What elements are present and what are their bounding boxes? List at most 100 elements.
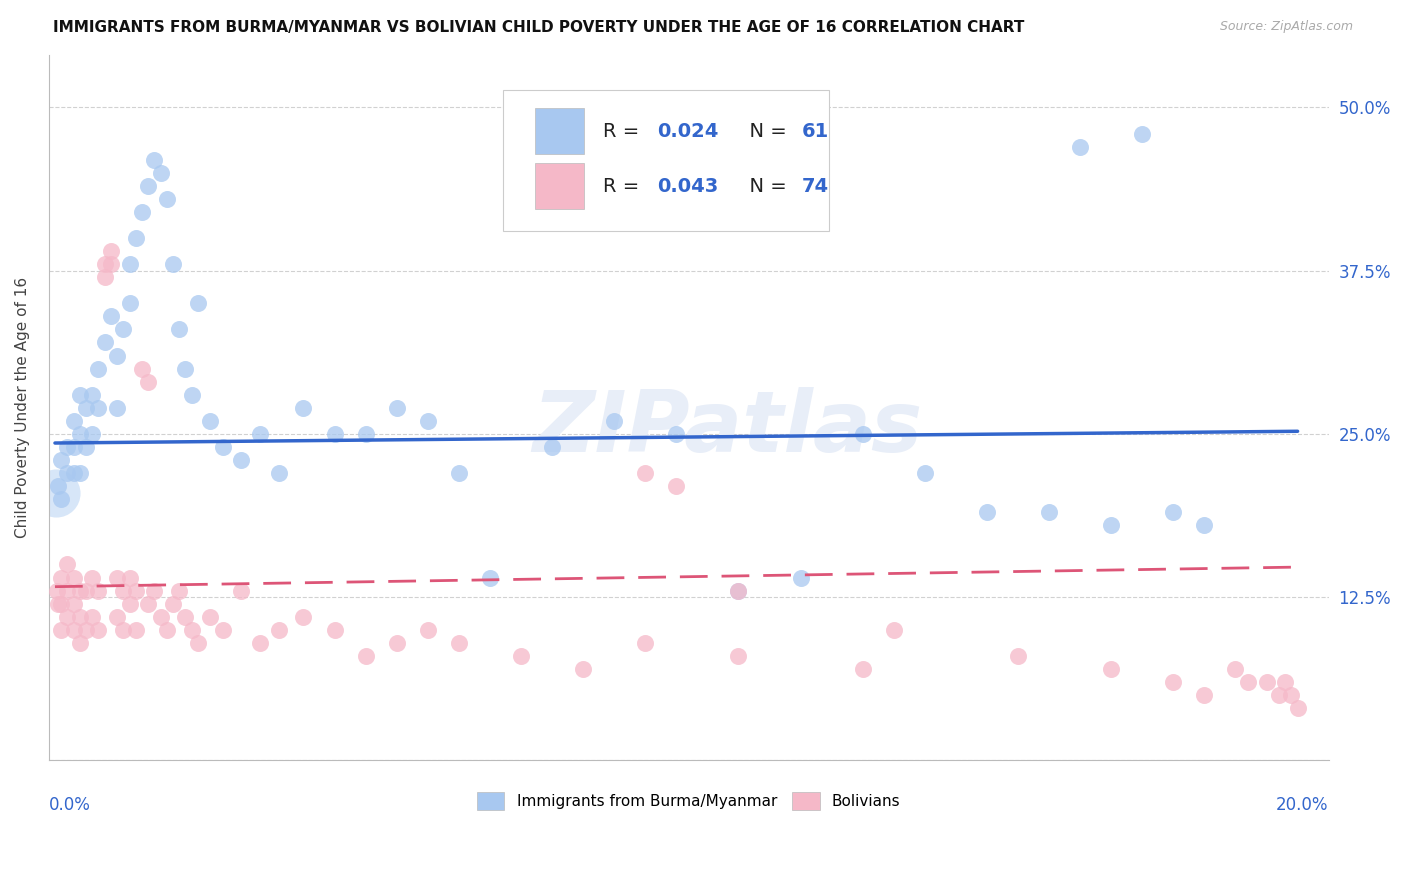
Point xyxy=(62,597,84,611)
Text: 74: 74 xyxy=(801,177,828,196)
Point xyxy=(385,401,408,415)
Point xyxy=(93,270,115,285)
Point xyxy=(62,440,84,454)
Point xyxy=(1099,518,1122,533)
Point xyxy=(180,387,202,401)
Point xyxy=(187,636,209,650)
Point xyxy=(51,492,73,507)
Point xyxy=(100,257,122,271)
Point xyxy=(249,426,271,441)
Point xyxy=(1279,688,1302,702)
Point xyxy=(416,623,439,637)
Point xyxy=(51,453,73,467)
Point xyxy=(231,583,253,598)
Point xyxy=(323,426,346,441)
Text: 61: 61 xyxy=(801,122,828,141)
Point xyxy=(1225,662,1247,676)
Point xyxy=(1194,688,1216,702)
Point xyxy=(180,623,202,637)
Point xyxy=(46,479,69,493)
Point xyxy=(292,401,315,415)
Text: N =: N = xyxy=(737,177,793,196)
Point xyxy=(231,453,253,467)
Point xyxy=(105,570,128,584)
Point xyxy=(354,648,377,663)
Point xyxy=(75,440,97,454)
Point xyxy=(62,570,84,584)
Point xyxy=(167,322,190,336)
Point xyxy=(105,401,128,415)
Point xyxy=(69,387,91,401)
Point xyxy=(1069,139,1091,153)
Point xyxy=(1237,675,1260,690)
Legend: Immigrants from Burma/Myanmar, Bolivians: Immigrants from Burma/Myanmar, Bolivians xyxy=(471,787,907,816)
Point xyxy=(883,623,905,637)
Point xyxy=(156,623,179,637)
Bar xyxy=(536,108,583,154)
Point xyxy=(100,244,122,258)
Point xyxy=(187,296,209,310)
Point xyxy=(118,257,141,271)
Point xyxy=(56,558,79,572)
Point xyxy=(1007,648,1029,663)
Text: ZIPatlas: ZIPatlas xyxy=(531,387,922,470)
Point xyxy=(51,597,73,611)
Point xyxy=(267,623,290,637)
Point xyxy=(416,414,439,428)
Y-axis label: Child Poverty Under the Age of 16: Child Poverty Under the Age of 16 xyxy=(15,277,30,539)
Point xyxy=(51,570,73,584)
Point xyxy=(105,349,128,363)
FancyBboxPatch shape xyxy=(503,90,830,231)
Point xyxy=(112,623,135,637)
Point xyxy=(447,636,470,650)
Point xyxy=(149,166,172,180)
Point xyxy=(56,440,79,454)
Point xyxy=(323,623,346,637)
Point xyxy=(131,205,153,219)
Point xyxy=(125,623,148,637)
Point xyxy=(69,583,91,598)
Point xyxy=(82,387,104,401)
Point xyxy=(125,583,148,598)
Point xyxy=(156,192,179,206)
Point xyxy=(789,570,811,584)
Point xyxy=(1268,688,1291,702)
Point xyxy=(510,648,533,663)
Point xyxy=(56,609,79,624)
Point xyxy=(727,583,749,598)
Point xyxy=(69,609,91,624)
Point xyxy=(143,153,166,167)
Point xyxy=(82,426,104,441)
Point xyxy=(87,583,110,598)
Point xyxy=(93,335,115,350)
Point xyxy=(62,414,84,428)
Point xyxy=(665,426,688,441)
Point xyxy=(162,257,184,271)
Point xyxy=(634,466,657,480)
Text: 0.043: 0.043 xyxy=(657,177,718,196)
Point xyxy=(75,623,97,637)
Point xyxy=(1099,662,1122,676)
Point xyxy=(1130,127,1153,141)
Point xyxy=(634,636,657,650)
Text: 0.0%: 0.0% xyxy=(49,796,90,814)
Point xyxy=(292,609,315,624)
Point xyxy=(1286,701,1309,715)
Point xyxy=(167,583,190,598)
Point xyxy=(976,505,998,519)
Point xyxy=(1038,505,1060,519)
Point xyxy=(447,466,470,480)
Text: 0.024: 0.024 xyxy=(657,122,718,141)
Point xyxy=(143,583,166,598)
Point xyxy=(914,466,936,480)
Point xyxy=(136,597,159,611)
Point xyxy=(56,583,79,598)
Point xyxy=(75,583,97,598)
Point xyxy=(87,361,110,376)
Point xyxy=(665,479,688,493)
Text: Source: ZipAtlas.com: Source: ZipAtlas.com xyxy=(1219,20,1353,33)
Point xyxy=(136,375,159,389)
Point xyxy=(93,257,115,271)
Point xyxy=(852,662,875,676)
Text: IMMIGRANTS FROM BURMA/MYANMAR VS BOLIVIAN CHILD POVERTY UNDER THE AGE OF 16 CORR: IMMIGRANTS FROM BURMA/MYANMAR VS BOLIVIA… xyxy=(53,20,1025,35)
